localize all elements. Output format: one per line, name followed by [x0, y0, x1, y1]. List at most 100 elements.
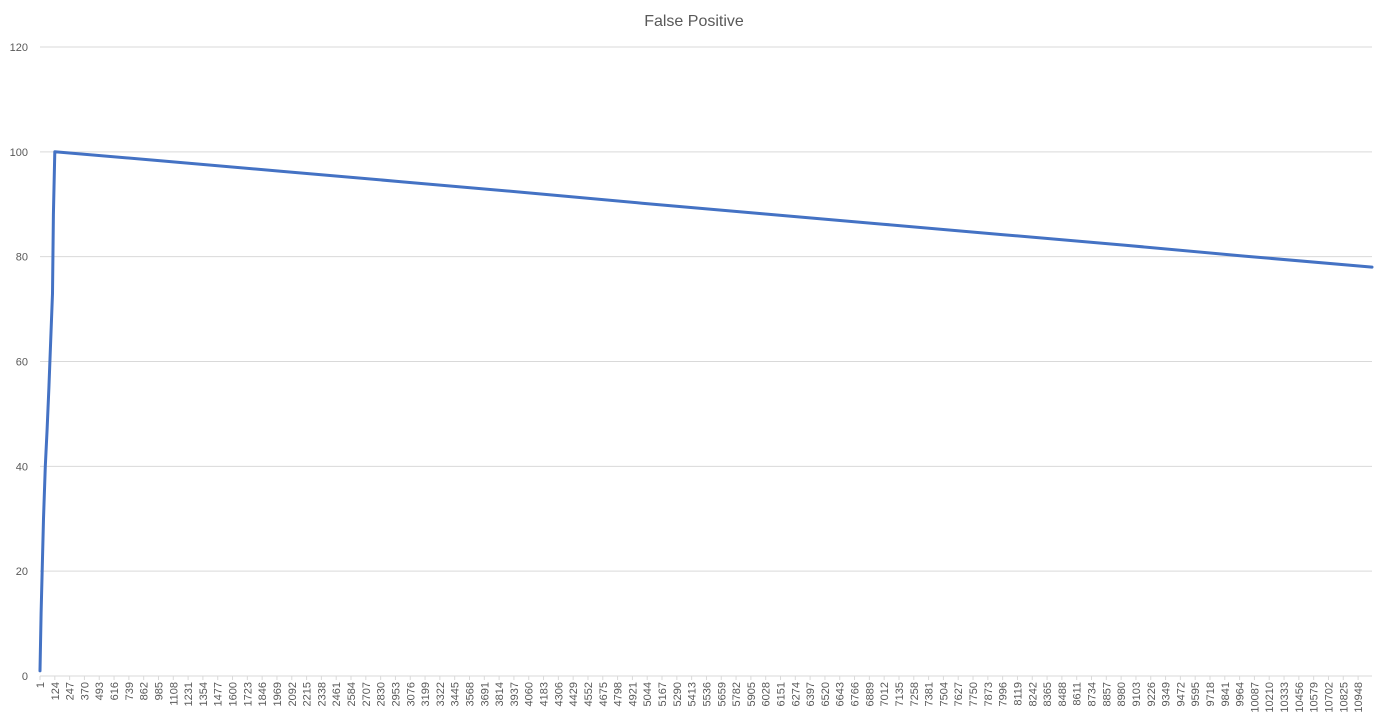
y-tick-label: 80 [16, 252, 28, 264]
x-tick-label: 4306 [553, 682, 565, 706]
x-tick-label: 10825 [1338, 682, 1350, 713]
y-tick-label: 40 [16, 461, 28, 473]
x-tick-label: 1723 [242, 682, 254, 706]
x-tick-label: 8242 [1027, 682, 1039, 706]
x-tick-label: 5167 [657, 682, 669, 706]
x-tick-label: 8119 [1012, 682, 1024, 706]
x-tick-label: 739 [124, 682, 136, 700]
x-tick-label: 6766 [850, 682, 862, 706]
x-tick-label: 8980 [1116, 682, 1128, 706]
x-tick-label: 6274 [790, 682, 802, 706]
x-tick-label: 9349 [1161, 682, 1173, 706]
x-tick-label: 370 [79, 682, 91, 700]
x-tick-label: 5536 [701, 682, 713, 706]
x-tick-label: 8857 [1101, 682, 1113, 706]
x-tick-label: 9103 [1131, 682, 1143, 706]
x-tick-label: 1846 [257, 682, 269, 706]
x-tick-label: 985 [153, 682, 165, 700]
x-tick-label: 2215 [302, 682, 314, 706]
x-tick-label: 7873 [983, 682, 995, 706]
x-tick-label: 9472 [1175, 682, 1187, 706]
x-tick-label: 10087 [1249, 682, 1261, 713]
x-axis-ticks: 1 124 247 370 493 616 739 862 985 1108 1231 1354 147… [35, 676, 1365, 713]
x-tick-label: 493 [94, 682, 106, 700]
x-tick-label: 9595 [1190, 682, 1202, 706]
x-tick-label: 8488 [1057, 682, 1069, 706]
x-tick-label: 616 [109, 682, 121, 700]
x-tick-label: 7504 [938, 682, 950, 706]
series-layer [38, 150, 1374, 673]
chart-title: False Positive [644, 13, 744, 30]
y-tick-label: 120 [10, 42, 28, 54]
x-tick-label: 124 [50, 682, 62, 700]
y-tick-label: 100 [10, 147, 28, 159]
x-tick-label: 6028 [761, 682, 773, 706]
x-tick-label: 5905 [746, 682, 758, 706]
x-tick-label: 3937 [509, 682, 521, 706]
x-tick-label: 2953 [390, 682, 402, 706]
x-tick-label: 1600 [228, 682, 240, 706]
x-tick-label: 9226 [1146, 682, 1158, 706]
x-tick-label: 2830 [376, 682, 388, 706]
x-tick-label: 10579 [1309, 682, 1321, 713]
x-tick-label: 1108 [168, 682, 180, 706]
x-tick-label: 4183 [539, 682, 551, 706]
x-tick-label: 3076 [405, 682, 417, 706]
x-tick-label: 5413 [687, 682, 699, 706]
x-tick-label: 10456 [1294, 682, 1306, 713]
x-tick-label: 1 [35, 682, 47, 688]
x-tick-label: 2707 [361, 682, 373, 706]
x-tick-label: 6151 [776, 682, 788, 706]
x-tick-label: 9841 [1220, 682, 1232, 706]
x-tick-label: 6520 [820, 682, 832, 706]
x-tick-label: 10948 [1353, 682, 1365, 713]
x-tick-label: 6643 [835, 682, 847, 706]
x-tick-label: 4552 [583, 682, 595, 706]
x-tick-label: 4429 [568, 682, 580, 706]
x-tick-label: 10333 [1279, 682, 1291, 713]
x-tick-label: 9964 [1235, 682, 1247, 706]
x-tick-label: 5659 [716, 682, 728, 706]
x-tick-label: 3322 [435, 682, 447, 706]
x-tick-label: 7135 [894, 682, 906, 706]
y-tick-label: 0 [22, 671, 28, 683]
x-tick-label: 10210 [1264, 682, 1276, 713]
x-tick-label: 10702 [1323, 682, 1335, 713]
x-tick-label: 6397 [805, 682, 817, 706]
x-tick-label: 7627 [953, 682, 965, 706]
x-tick-label: 2461 [331, 682, 343, 706]
x-tick-label: 2584 [346, 682, 358, 706]
x-tick-label: 7996 [998, 682, 1010, 706]
x-tick-label: 2092 [287, 682, 299, 706]
x-tick-label: 9718 [1205, 682, 1217, 706]
x-tick-label: 3199 [420, 682, 432, 706]
x-tick-label: 7258 [909, 682, 921, 706]
x-tick-label: 5290 [672, 682, 684, 706]
x-tick-label: 5044 [642, 682, 654, 706]
x-tick-label: 6889 [864, 682, 876, 706]
x-tick-label: 862 [139, 682, 151, 700]
y-tick-label: 60 [16, 357, 28, 369]
x-tick-label: 1231 [183, 682, 195, 706]
x-tick-label: 7750 [968, 682, 980, 706]
x-tick-label: 5782 [731, 682, 743, 706]
x-tick-label: 3445 [450, 682, 462, 706]
x-tick-label: 247 [65, 682, 77, 700]
x-tick-label: 1969 [272, 682, 284, 706]
x-tick-label: 8365 [1042, 682, 1054, 706]
x-tick-label: 3568 [464, 682, 476, 706]
x-tick-label: 7381 [924, 682, 936, 706]
y-axis-ticks: 0 20 40 60 80 100 120 [10, 42, 28, 683]
x-tick-label: 1477 [213, 682, 225, 706]
x-tick-label: 4060 [524, 682, 536, 706]
y-tick-label: 20 [16, 566, 28, 578]
x-tick-label: 7012 [879, 682, 891, 706]
series-line-0 [38, 150, 1374, 673]
gridlines [40, 46, 1372, 677]
x-tick-label: 3691 [479, 682, 491, 706]
x-tick-label: 8734 [1087, 682, 1099, 706]
x-tick-label: 4675 [598, 682, 610, 706]
x-tick-label: 1354 [198, 682, 210, 706]
x-tick-label: 4798 [613, 682, 625, 706]
